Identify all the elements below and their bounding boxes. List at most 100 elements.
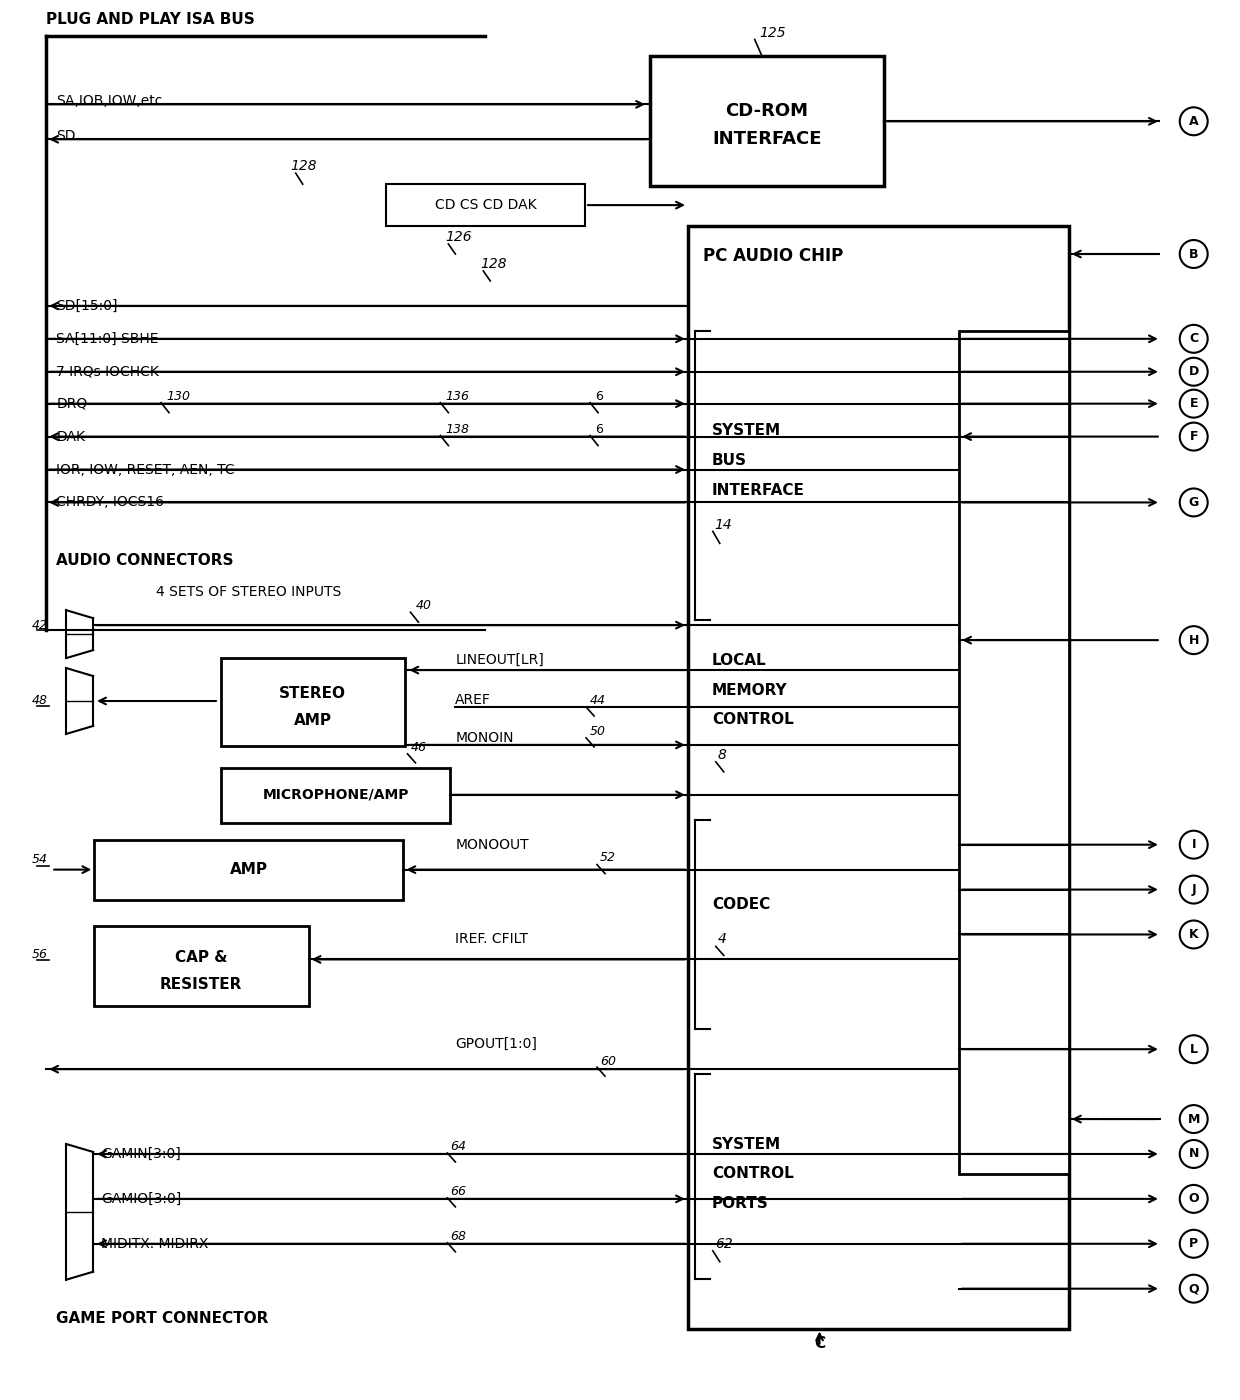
- Circle shape: [1179, 358, 1208, 386]
- Text: RESISTER: RESISTER: [160, 977, 242, 991]
- Text: 42: 42: [31, 619, 47, 631]
- Text: 40: 40: [415, 599, 432, 612]
- Text: MICROPHONE/AMP: MICROPHONE/AMP: [263, 788, 409, 802]
- Bar: [94, 840, 403, 900]
- Text: 44: 44: [590, 693, 606, 707]
- Text: GPOUT[1:0]: GPOUT[1:0]: [455, 1037, 537, 1051]
- Text: INTERFACE: INTERFACE: [712, 483, 805, 498]
- Bar: [386, 185, 585, 225]
- Text: J: J: [1192, 883, 1197, 896]
- Text: PORTS: PORTS: [712, 1197, 769, 1211]
- Circle shape: [1179, 1140, 1208, 1168]
- Circle shape: [1179, 489, 1208, 517]
- Text: C: C: [813, 1336, 825, 1351]
- Text: L: L: [1189, 1043, 1198, 1056]
- Text: 4: 4: [718, 932, 727, 946]
- Text: H: H: [1188, 634, 1199, 647]
- Text: IREF. CFILT: IREF. CFILT: [455, 932, 528, 946]
- Text: A: A: [1189, 115, 1199, 127]
- Text: AMP: AMP: [229, 862, 268, 878]
- Text: MONOOUT: MONOOUT: [455, 837, 529, 851]
- Text: D: D: [1189, 365, 1199, 378]
- Text: 6: 6: [595, 391, 603, 403]
- Circle shape: [1179, 1275, 1208, 1302]
- Text: AREF: AREF: [455, 693, 491, 707]
- Circle shape: [1179, 108, 1208, 136]
- Bar: [221, 767, 450, 823]
- Text: AMP: AMP: [294, 714, 331, 728]
- Text: CONTROL: CONTROL: [712, 713, 794, 728]
- Text: 8: 8: [718, 748, 727, 762]
- Text: 138: 138: [445, 423, 470, 437]
- Circle shape: [1179, 875, 1208, 903]
- Circle shape: [1179, 1105, 1208, 1133]
- Text: SYSTEM: SYSTEM: [712, 423, 781, 438]
- Text: IOR, IOW, RESET, AEN, TC: IOR, IOW, RESET, AEN, TC: [56, 462, 234, 476]
- Text: 60: 60: [600, 1054, 616, 1068]
- Text: I: I: [1192, 839, 1195, 851]
- Text: LOCAL: LOCAL: [712, 652, 766, 668]
- Circle shape: [1179, 830, 1208, 858]
- Text: SD: SD: [56, 129, 76, 143]
- Text: SA,IOB,IOW,etc.: SA,IOB,IOW,etc.: [56, 94, 167, 108]
- Text: BUS: BUS: [712, 454, 746, 468]
- Bar: [960, 330, 1069, 1175]
- Circle shape: [1179, 239, 1208, 267]
- Circle shape: [1179, 1229, 1208, 1257]
- Circle shape: [1179, 626, 1208, 654]
- Text: MEMORY: MEMORY: [712, 683, 787, 697]
- Text: 46: 46: [410, 742, 427, 755]
- Text: Q: Q: [1188, 1282, 1199, 1295]
- Text: SYSTEM: SYSTEM: [712, 1137, 781, 1152]
- Text: 48: 48: [31, 693, 47, 707]
- Text: G: G: [1189, 496, 1199, 510]
- Text: 4 SETS OF STEREO INPUTS: 4 SETS OF STEREO INPUTS: [156, 585, 341, 599]
- Text: F: F: [1189, 430, 1198, 442]
- Text: CD-ROM: CD-ROM: [725, 102, 808, 120]
- Text: 64: 64: [450, 1141, 466, 1154]
- Text: MONOIN: MONOIN: [455, 731, 513, 745]
- Text: K: K: [1189, 928, 1199, 941]
- Bar: [650, 56, 884, 186]
- Text: GAMIN[3:0]: GAMIN[3:0]: [102, 1147, 181, 1161]
- Text: DAK: DAK: [56, 430, 86, 444]
- Text: 130: 130: [166, 391, 190, 403]
- Text: CONTROL: CONTROL: [712, 1166, 794, 1182]
- Text: 128: 128: [290, 160, 317, 174]
- Bar: [94, 927, 309, 1007]
- Text: B: B: [1189, 248, 1199, 260]
- Text: 14: 14: [714, 518, 733, 532]
- Bar: [688, 225, 1069, 1329]
- Text: 126: 126: [445, 230, 472, 244]
- Text: 125: 125: [760, 27, 786, 41]
- Text: CODEC: CODEC: [712, 897, 770, 911]
- Text: 50: 50: [590, 725, 606, 738]
- Text: E: E: [1189, 398, 1198, 410]
- Text: SD[15:0]: SD[15:0]: [56, 298, 118, 312]
- Text: SA[11:0] SBHE: SA[11:0] SBHE: [56, 332, 159, 346]
- Circle shape: [1179, 423, 1208, 451]
- Text: PLUG AND PLAY ISA BUS: PLUG AND PLAY ISA BUS: [46, 13, 255, 27]
- Text: INTERFACE: INTERFACE: [712, 130, 821, 148]
- Text: 56: 56: [31, 948, 47, 960]
- Text: 128: 128: [480, 258, 507, 272]
- Text: 68: 68: [450, 1231, 466, 1243]
- Text: 6: 6: [595, 423, 603, 437]
- Circle shape: [1179, 1184, 1208, 1212]
- Text: 66: 66: [450, 1186, 466, 1198]
- Circle shape: [1179, 325, 1208, 353]
- Text: CHRDY, IOCS16: CHRDY, IOCS16: [56, 496, 164, 510]
- Circle shape: [1179, 1035, 1208, 1063]
- Text: PC AUDIO CHIP: PC AUDIO CHIP: [703, 246, 843, 265]
- Bar: [221, 658, 405, 746]
- Text: N: N: [1188, 1148, 1199, 1161]
- Text: O: O: [1188, 1193, 1199, 1205]
- Text: 7 IRQs IOCHCK: 7 IRQs IOCHCK: [56, 365, 159, 379]
- Text: CAP &: CAP &: [175, 951, 227, 965]
- Text: GAME PORT CONNECTOR: GAME PORT CONNECTOR: [56, 1312, 269, 1326]
- Text: 54: 54: [31, 853, 47, 867]
- Text: 62: 62: [714, 1236, 733, 1250]
- Circle shape: [1179, 921, 1208, 948]
- Circle shape: [1179, 389, 1208, 417]
- Text: 52: 52: [600, 851, 616, 864]
